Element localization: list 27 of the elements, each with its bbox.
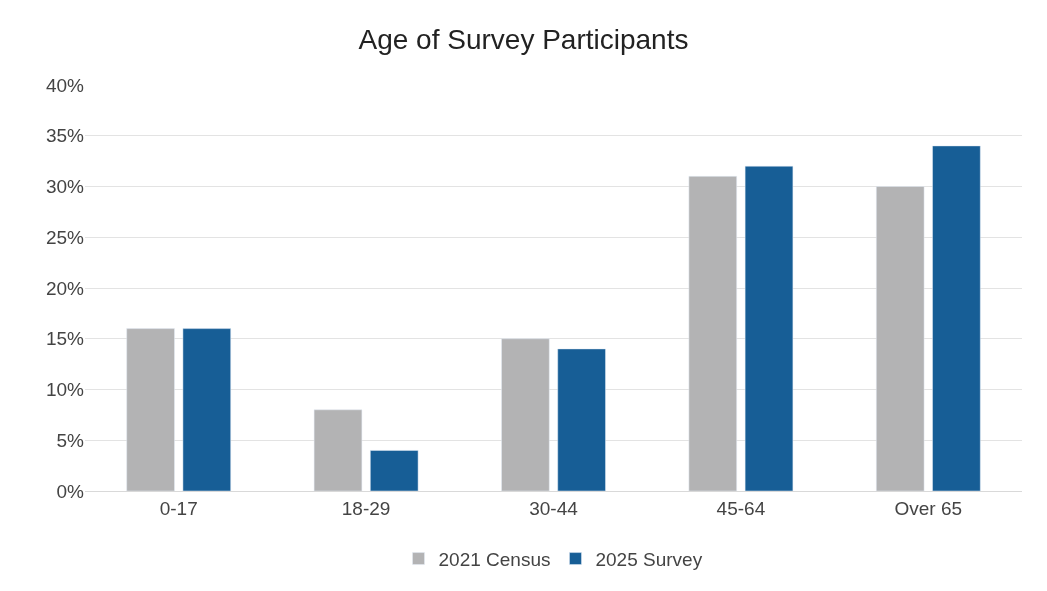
x-tick-label: 45-64 [716, 497, 766, 519]
chart-title: Age of Survey Participants [358, 24, 689, 56]
bar [744, 165, 794, 491]
x-tick-label: 30-44 [529, 497, 579, 519]
bar [876, 186, 925, 491]
y-tick-label: 10% [45, 379, 85, 401]
y-tick-label: 15% [45, 328, 85, 350]
bar [688, 176, 737, 491]
y-tick-label: 30% [45, 176, 85, 198]
bar [126, 328, 175, 491]
bar [932, 145, 981, 491]
y-tick-label: 20% [45, 277, 85, 299]
y-tick-label: 35% [45, 125, 85, 147]
legend-label: 2021 Census [438, 548, 551, 570]
bar [182, 328, 231, 491]
legend-label: 2025 Survey [595, 548, 703, 570]
bar [313, 409, 363, 491]
y-tick-label: 0% [56, 480, 85, 502]
y-tick-label: 25% [45, 226, 85, 248]
x-tick-label: Over 65 [894, 497, 963, 519]
x-tick-label: 18-29 [341, 497, 391, 519]
y-tick-label: 40% [45, 74, 85, 96]
bar [557, 348, 606, 491]
bar [501, 338, 550, 491]
y-tick-label: 5% [56, 429, 85, 451]
bar [370, 450, 419, 491]
x-tick-label: 0-17 [159, 497, 198, 519]
